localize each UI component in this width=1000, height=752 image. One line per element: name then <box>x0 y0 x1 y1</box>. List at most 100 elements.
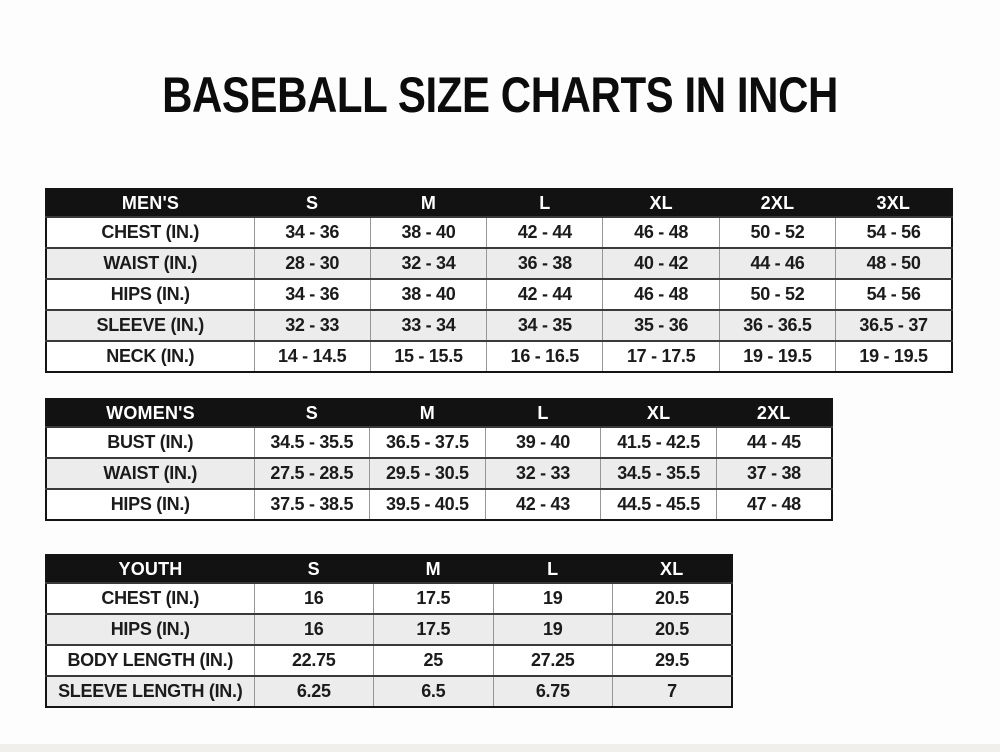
size-header-cell: XL <box>612 555 732 583</box>
measurement-value-cell: 20.5 <box>612 582 732 614</box>
size-table-header-row: YOUTH S M L XL <box>46 555 732 583</box>
measurement-label-cell: HIPS (IN.) <box>46 488 254 520</box>
size-header-cell: S <box>254 555 374 583</box>
size-header-cell: L <box>493 555 613 583</box>
measurement-value-cell: 33 - 34 <box>369 309 487 341</box>
table-row: SLEEVE LENGTH (IN.) 6.25 6.5 6.75 7 <box>46 675 732 707</box>
measurement-label-cell: WAIST (IN.) <box>46 457 254 489</box>
measurement-value-cell: 39 - 40 <box>484 426 601 458</box>
measurement-label-cell: CHEST (IN.) <box>46 582 254 614</box>
size-table-header-row: MEN'S S M L XL 2XL 3XL <box>46 189 952 217</box>
table-row: HIPS (IN.) 16 17.5 19 20.5 <box>46 613 732 645</box>
measurement-value-cell: 15 - 15.5 <box>369 340 487 372</box>
table-row: WAIST (IN.) 27.5 - 28.5 29.5 - 30.5 32 - 33… <box>46 457 832 489</box>
measurement-label-cell: BUST (IN.) <box>46 426 254 458</box>
measurement-value-cell: 50 - 52 <box>718 278 836 310</box>
table-row: HIPS (IN.) 34 - 36 38 - 40 42 - 44 46 - 48 50… <box>46 278 952 310</box>
table-row: HIPS (IN.) 37.5 - 38.5 39.5 - 40.5 42 - 43 4… <box>46 488 832 520</box>
measurement-value-cell: 17 - 17.5 <box>602 340 720 372</box>
measurement-value-cell: 25 <box>373 644 493 676</box>
measurement-label-cell: SLEEVE (IN.) <box>46 309 254 341</box>
size-header-cell: 3XL <box>835 189 952 217</box>
measurement-value-cell: 46 - 48 <box>602 278 720 310</box>
size-header-cell: XL <box>602 189 720 217</box>
size-header-cell: 2XL <box>716 399 832 427</box>
measurement-value-cell: 44.5 - 45.5 <box>600 488 717 520</box>
measurement-value-cell: 44 - 45 <box>715 426 832 458</box>
measurement-label-cell: NECK (IN.) <box>46 340 254 372</box>
bottom-edge-strip <box>0 744 1000 752</box>
measurement-value-cell: 27.5 - 28.5 <box>253 457 370 489</box>
measurement-value-cell: 42 - 44 <box>486 278 603 310</box>
table-row: WAIST (IN.) 28 - 30 32 - 34 36 - 38 40 - 42 4… <box>46 247 952 279</box>
measurement-value-cell: 34.5 - 35.5 <box>253 426 370 458</box>
measurement-value-cell: 19 <box>492 613 613 645</box>
measurement-label-cell: WAIST (IN.) <box>46 247 254 279</box>
measurement-value-cell: 36.5 - 37 <box>835 309 952 341</box>
measurement-value-cell: 6.5 <box>373 675 493 707</box>
measurement-value-cell: 36 - 38 <box>486 247 603 279</box>
measurement-value-cell: 39.5 - 40.5 <box>369 488 486 520</box>
measurement-value-cell: 19 <box>492 582 613 614</box>
measurement-value-cell: 32 - 33 <box>253 309 371 341</box>
measurement-value-cell: 54 - 56 <box>835 216 952 248</box>
measurement-value-cell: 42 - 43 <box>484 488 601 520</box>
measurement-value-cell: 27.25 <box>492 644 613 676</box>
measurement-value-cell: 28 - 30 <box>253 247 371 279</box>
measurement-value-cell: 20.5 <box>612 613 732 645</box>
measurement-label-cell: CHEST (IN.) <box>46 216 254 248</box>
measurement-label-cell: BODY LENGTH (IN.) <box>46 644 254 676</box>
size-header-cell: S <box>254 399 370 427</box>
measurement-value-cell: 54 - 56 <box>835 278 952 310</box>
table-row: BUST (IN.) 34.5 - 35.5 36.5 - 37.5 39 - 40 4… <box>46 426 832 458</box>
measurement-label-cell: HIPS (IN.) <box>46 613 254 645</box>
table-row: CHEST (IN.) 16 17.5 19 20.5 <box>46 582 732 614</box>
measurement-value-cell: 38 - 40 <box>369 278 487 310</box>
measurement-value-cell: 16 <box>253 582 374 614</box>
measurement-value-cell: 40 - 42 <box>602 247 720 279</box>
size-header-cell: S <box>254 189 371 217</box>
measurement-value-cell: 41.5 - 42.5 <box>600 426 717 458</box>
measurement-value-cell: 32 - 34 <box>369 247 487 279</box>
measurement-value-cell: 47 - 48 <box>715 488 832 520</box>
measurement-value-cell: 50 - 52 <box>718 216 836 248</box>
table-row: BODY LENGTH (IN.) 22.75 25 27.25 29.5 <box>46 644 732 676</box>
measurement-value-cell: 14 - 14.5 <box>253 340 371 372</box>
measurement-value-cell: 36 - 36.5 <box>718 309 836 341</box>
measurement-value-cell: 37.5 - 38.5 <box>253 488 370 520</box>
table-row: NECK (IN.) 14 - 14.5 15 - 15.5 16 - 16.5 17 … <box>46 340 952 372</box>
measurement-value-cell: 34.5 - 35.5 <box>600 457 717 489</box>
measurement-value-cell: 7 <box>612 675 732 707</box>
table-row: SLEEVE (IN.) 32 - 33 33 - 34 34 - 35 35 - 36… <box>46 309 952 341</box>
size-header-cell: 2XL <box>719 189 836 217</box>
measurement-value-cell: 6.25 <box>253 675 374 707</box>
measurement-value-cell: 36.5 - 37.5 <box>369 426 486 458</box>
measurement-value-cell: 37 - 38 <box>715 457 832 489</box>
size-header-cell: XL <box>600 399 717 427</box>
measurement-value-cell: 46 - 48 <box>602 216 720 248</box>
womens-size-table: WOMEN'S S M L XL 2XL BUST (IN.) 34.5 - 35.5 36.5… <box>45 398 833 521</box>
measurement-value-cell: 6.75 <box>492 675 613 707</box>
measurement-value-cell: 29.5 <box>612 644 732 676</box>
measurement-label-cell: SLEEVE LENGTH (IN.) <box>46 675 254 707</box>
table-row: CHEST (IN.) 34 - 36 38 - 40 42 - 44 46 - 48 5… <box>46 216 952 248</box>
measurement-value-cell: 34 - 36 <box>253 216 371 248</box>
size-header-cell: L <box>486 189 603 217</box>
size-header-cell: M <box>373 555 493 583</box>
measurement-value-cell: 17.5 <box>373 613 493 645</box>
size-table-header-row: WOMEN'S S M L XL 2XL <box>46 399 832 427</box>
measurement-value-cell: 32 - 33 <box>484 457 601 489</box>
measurement-value-cell: 19 - 19.5 <box>718 340 836 372</box>
size-header-cell: L <box>485 399 601 427</box>
measurement-value-cell: 29.5 - 30.5 <box>369 457 486 489</box>
measurement-value-cell: 38 - 40 <box>369 216 487 248</box>
group-header-cell: YOUTH <box>46 555 254 583</box>
group-header-cell: MEN'S <box>46 189 254 217</box>
measurement-value-cell: 16 <box>253 613 374 645</box>
group-header-cell: WOMEN'S <box>46 399 254 427</box>
measurement-value-cell: 34 - 36 <box>253 278 371 310</box>
size-header-cell: M <box>370 189 487 217</box>
mens-size-table: MEN'S S M L XL 2XL 3XL CHEST (IN.) 34 - 36 38 - 4… <box>45 188 953 373</box>
measurement-value-cell: 42 - 44 <box>486 216 603 248</box>
page-title: BASEBALL SIZE CHARTS IN INCH <box>162 67 838 123</box>
